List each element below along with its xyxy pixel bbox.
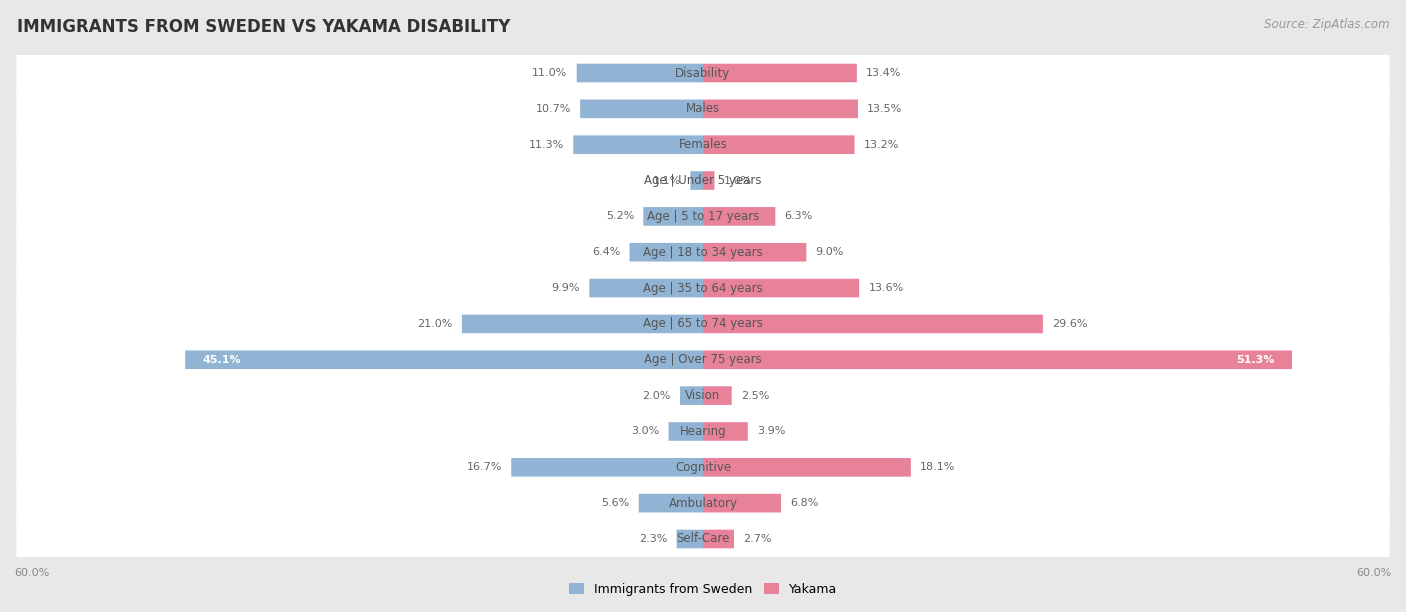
FancyBboxPatch shape: [576, 64, 703, 83]
FancyBboxPatch shape: [17, 476, 1389, 531]
FancyBboxPatch shape: [703, 494, 782, 512]
FancyBboxPatch shape: [17, 153, 1389, 208]
FancyBboxPatch shape: [703, 351, 1292, 369]
Text: Hearing: Hearing: [679, 425, 727, 438]
Text: 18.1%: 18.1%: [920, 462, 956, 472]
FancyBboxPatch shape: [17, 261, 1389, 316]
FancyBboxPatch shape: [17, 188, 1389, 244]
FancyBboxPatch shape: [17, 404, 1389, 459]
FancyBboxPatch shape: [17, 439, 1389, 495]
Text: 2.3%: 2.3%: [640, 534, 668, 544]
Text: Females: Females: [679, 138, 727, 151]
Text: 9.9%: 9.9%: [551, 283, 581, 293]
Legend: Immigrants from Sweden, Yakama: Immigrants from Sweden, Yakama: [564, 578, 842, 601]
Text: Age | 35 to 64 years: Age | 35 to 64 years: [643, 282, 763, 294]
Text: 5.2%: 5.2%: [606, 211, 634, 222]
FancyBboxPatch shape: [17, 296, 1389, 351]
Text: IMMIGRANTS FROM SWEDEN VS YAKAMA DISABILITY: IMMIGRANTS FROM SWEDEN VS YAKAMA DISABIL…: [17, 18, 510, 36]
FancyBboxPatch shape: [703, 422, 748, 441]
FancyBboxPatch shape: [703, 386, 731, 405]
Text: 13.5%: 13.5%: [868, 104, 903, 114]
FancyBboxPatch shape: [644, 207, 703, 226]
Text: 1.0%: 1.0%: [724, 176, 752, 185]
Text: 10.7%: 10.7%: [536, 104, 571, 114]
FancyBboxPatch shape: [703, 315, 1043, 334]
FancyBboxPatch shape: [703, 458, 911, 477]
Text: 29.6%: 29.6%: [1052, 319, 1088, 329]
Text: 11.0%: 11.0%: [533, 68, 568, 78]
Text: 60.0%: 60.0%: [1357, 568, 1392, 578]
FancyBboxPatch shape: [17, 225, 1389, 280]
FancyBboxPatch shape: [17, 512, 1389, 567]
Text: 5.6%: 5.6%: [602, 498, 630, 508]
FancyBboxPatch shape: [17, 368, 1389, 424]
Text: Age | Over 75 years: Age | Over 75 years: [644, 353, 762, 366]
Text: Ambulatory: Ambulatory: [668, 497, 738, 510]
Text: 51.3%: 51.3%: [1236, 355, 1275, 365]
FancyBboxPatch shape: [681, 386, 703, 405]
FancyBboxPatch shape: [690, 171, 703, 190]
Text: Cognitive: Cognitive: [675, 461, 731, 474]
Text: Males: Males: [686, 102, 720, 115]
FancyBboxPatch shape: [703, 171, 714, 190]
Text: Disability: Disability: [675, 67, 731, 80]
FancyBboxPatch shape: [703, 243, 807, 261]
FancyBboxPatch shape: [703, 207, 775, 226]
Text: 11.3%: 11.3%: [529, 140, 564, 150]
FancyBboxPatch shape: [630, 243, 703, 261]
Text: 16.7%: 16.7%: [467, 462, 502, 472]
FancyBboxPatch shape: [703, 100, 858, 118]
FancyBboxPatch shape: [186, 351, 703, 369]
Text: 21.0%: 21.0%: [418, 319, 453, 329]
FancyBboxPatch shape: [589, 278, 703, 297]
Text: 3.9%: 3.9%: [756, 427, 786, 436]
Text: Vision: Vision: [685, 389, 721, 402]
FancyBboxPatch shape: [17, 332, 1389, 387]
FancyBboxPatch shape: [17, 45, 1389, 100]
Text: 13.6%: 13.6%: [869, 283, 904, 293]
Text: 13.4%: 13.4%: [866, 68, 901, 78]
FancyBboxPatch shape: [17, 117, 1389, 173]
FancyBboxPatch shape: [703, 135, 855, 154]
Text: 1.1%: 1.1%: [652, 176, 681, 185]
FancyBboxPatch shape: [703, 529, 734, 548]
Text: Source: ZipAtlas.com: Source: ZipAtlas.com: [1264, 18, 1389, 31]
Text: 6.8%: 6.8%: [790, 498, 818, 508]
FancyBboxPatch shape: [512, 458, 703, 477]
FancyBboxPatch shape: [461, 315, 703, 334]
Text: 3.0%: 3.0%: [631, 427, 659, 436]
FancyBboxPatch shape: [669, 422, 703, 441]
FancyBboxPatch shape: [17, 81, 1389, 136]
FancyBboxPatch shape: [574, 135, 703, 154]
FancyBboxPatch shape: [638, 494, 703, 512]
Text: Age | 5 to 17 years: Age | 5 to 17 years: [647, 210, 759, 223]
Text: 13.2%: 13.2%: [863, 140, 898, 150]
Text: 2.5%: 2.5%: [741, 390, 769, 401]
Text: 45.1%: 45.1%: [202, 355, 240, 365]
Text: Self-Care: Self-Care: [676, 532, 730, 545]
Text: 2.7%: 2.7%: [744, 534, 772, 544]
FancyBboxPatch shape: [703, 278, 859, 297]
Text: 6.4%: 6.4%: [592, 247, 620, 257]
Text: 6.3%: 6.3%: [785, 211, 813, 222]
Text: 9.0%: 9.0%: [815, 247, 844, 257]
FancyBboxPatch shape: [676, 529, 703, 548]
Text: Age | 65 to 74 years: Age | 65 to 74 years: [643, 318, 763, 330]
Text: Age | 18 to 34 years: Age | 18 to 34 years: [643, 246, 763, 259]
Text: 60.0%: 60.0%: [14, 568, 49, 578]
FancyBboxPatch shape: [581, 100, 703, 118]
Text: 2.0%: 2.0%: [643, 390, 671, 401]
FancyBboxPatch shape: [703, 64, 856, 83]
Text: Age | Under 5 years: Age | Under 5 years: [644, 174, 762, 187]
